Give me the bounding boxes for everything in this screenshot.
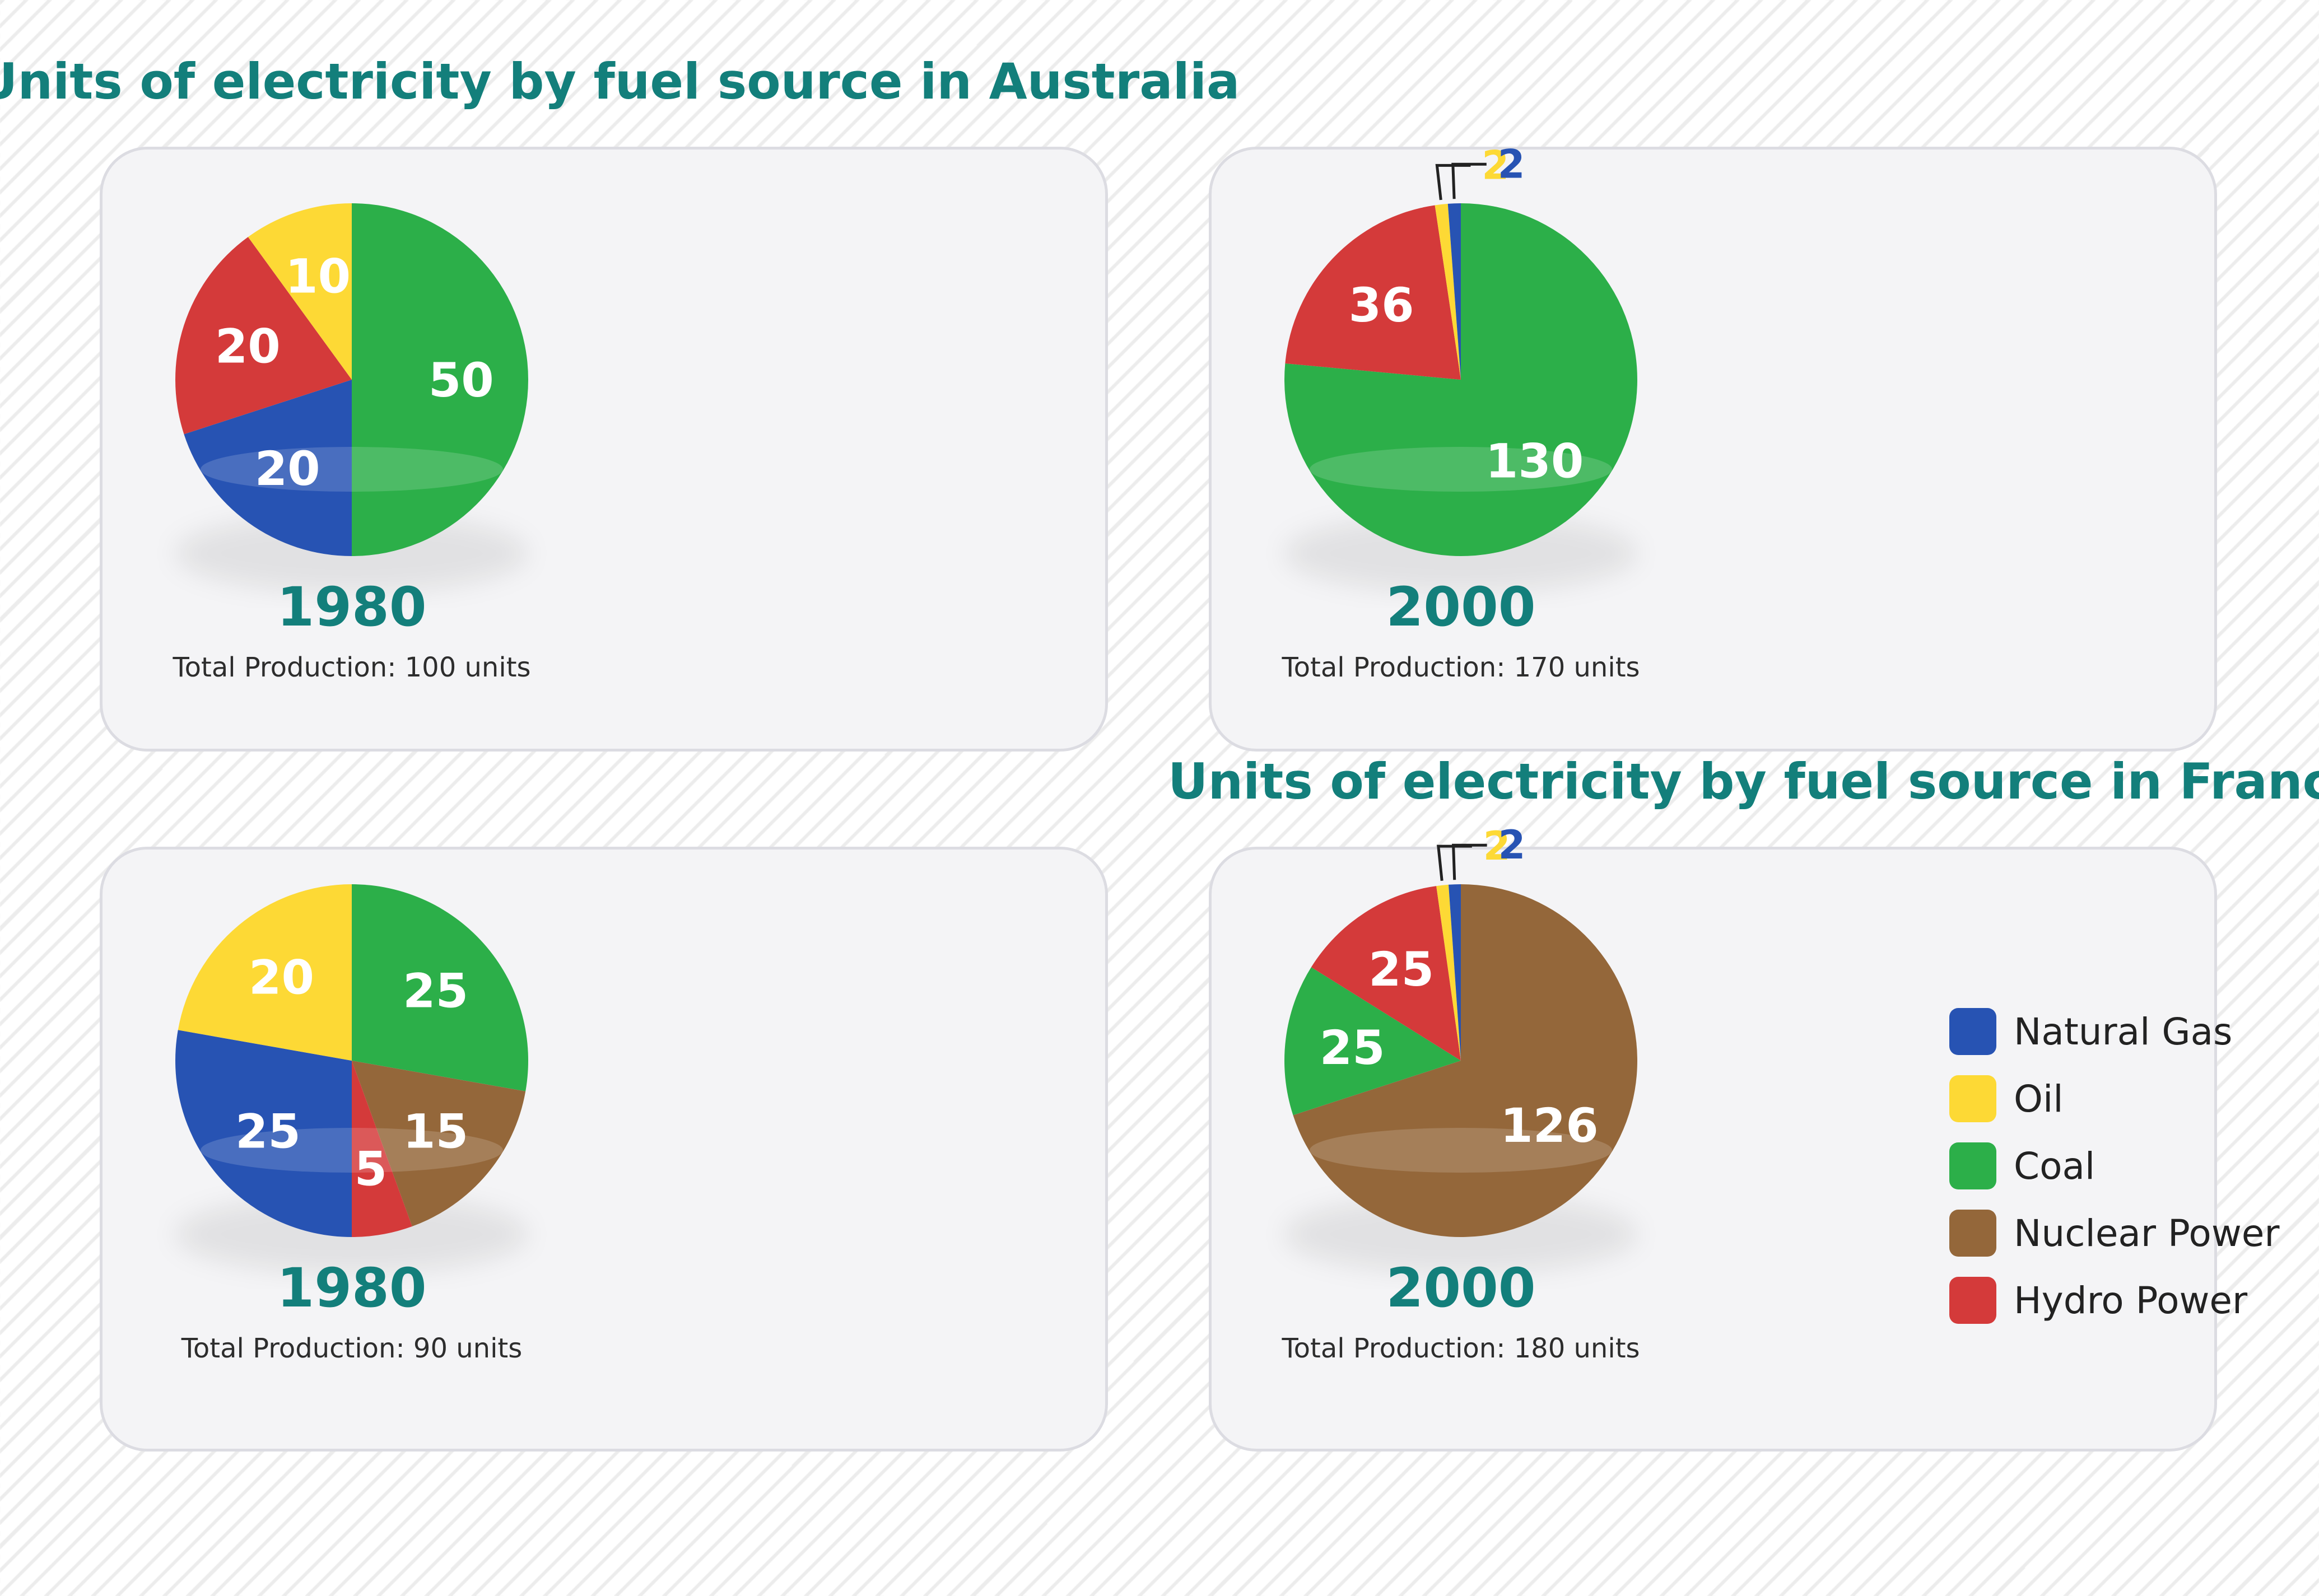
pie-value-label: 25 [403, 964, 468, 1019]
pie-value-label: 5 [355, 1141, 387, 1196]
pie-slice-hydro-power [175, 237, 352, 435]
legend-label: Oil [2014, 1077, 2064, 1121]
pie-value-label: 126 [1500, 1098, 1598, 1153]
chart-panel-australia-2000 [1209, 147, 2217, 752]
total-production-label: Total Production: 170 units [1282, 652, 1640, 683]
pie-value-label: 20 [249, 950, 314, 1005]
pie-slice-natural-gas [1449, 884, 1461, 1061]
pie-value-label: 2 [1483, 823, 1511, 869]
total-production-label: Total Production: 90 units [181, 1333, 523, 1364]
pie-value-label: 130 [1486, 433, 1584, 488]
pie-gloss [1310, 447, 1612, 492]
pie-gloss [201, 447, 503, 492]
legend-label: Coal [2014, 1145, 2096, 1188]
leader-line [1452, 843, 1487, 880]
pie-slice-natural-gas [175, 1030, 352, 1237]
pie-year-label: 2000 [1386, 1257, 1536, 1319]
pie-year-label: 1980 [277, 576, 427, 638]
pie-slice-nuclear-power [1293, 884, 1638, 1238]
pie-gloss [201, 1128, 503, 1173]
pie-value-label: 2 [1498, 141, 1525, 187]
pie-value-label: 50 [429, 353, 494, 408]
pie-value-label: 25 [235, 1104, 301, 1159]
legend-swatch [1949, 1277, 1996, 1324]
pie-year-label: 2000 [1386, 576, 1536, 638]
total-production-label: Total Production: 100 units [173, 652, 531, 683]
leader-line [1451, 162, 1487, 199]
pie-value-label: 15 [403, 1104, 468, 1159]
pie-slice-coal [352, 884, 528, 1091]
legend-label: Nuclear Power [2014, 1212, 2280, 1255]
pie-slice-oil [1436, 884, 1461, 1061]
pie-slice-hydro-power [1285, 205, 1461, 380]
legend-label: Hydro Power [2014, 1279, 2248, 1322]
pie-slice-nuclear-power [352, 1061, 526, 1226]
pie-slice-oil [1435, 203, 1461, 380]
pie-value-label: 2 [1498, 822, 1526, 868]
pie-slice-coal [352, 203, 528, 556]
pie-slice-coal [1284, 203, 1637, 556]
legend-label: Natural Gas [2014, 1010, 2233, 1053]
chart-title-australia: Units of electricity by fuel source in A… [0, 53, 1240, 110]
pie-slice-hydro-power [352, 1061, 412, 1237]
pie-value-label: 25 [1320, 1020, 1385, 1075]
pie-slice-oil [178, 884, 352, 1061]
pie-value-label: 36 [1349, 278, 1414, 333]
chart-title-france: Units of electricity by fuel source in F… [1168, 753, 2319, 810]
legend-swatch [1949, 1075, 1996, 1122]
pie-year-label: 1980 [277, 1257, 427, 1319]
legend-swatch [1949, 1142, 1996, 1189]
pie-slice-natural-gas [184, 380, 352, 556]
pie-value-label: 10 [285, 249, 351, 304]
pie-value-label: 25 [1368, 942, 1434, 997]
pie-slice-oil [248, 203, 352, 380]
pie-value-label: 20 [215, 319, 281, 374]
total-production-label: Total Production: 180 units [1282, 1333, 1640, 1364]
legend-swatch [1949, 1210, 1996, 1257]
pie-value-label: 20 [255, 441, 320, 496]
pie-gloss [1310, 1128, 1612, 1173]
pie-slice-hydro-power [1311, 886, 1461, 1061]
pie-slice-natural-gas [1447, 203, 1461, 380]
legend-swatch [1949, 1008, 1996, 1055]
pie-slice-coal [1284, 967, 1461, 1116]
